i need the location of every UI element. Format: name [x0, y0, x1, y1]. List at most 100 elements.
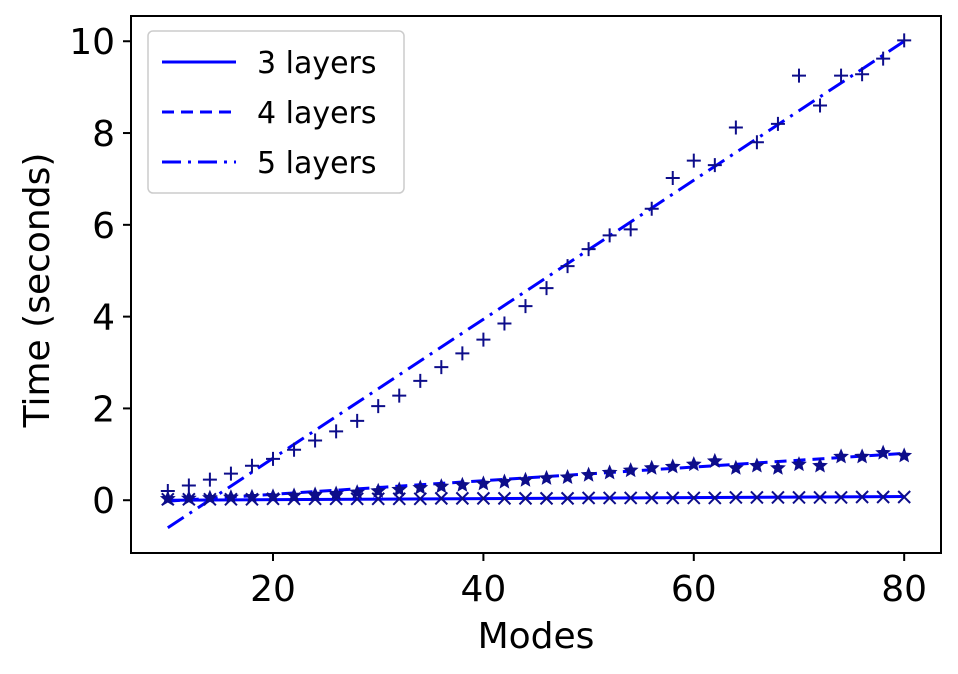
data-point-star-marker [202, 489, 218, 505]
y-tick-label: 8 [92, 114, 115, 155]
data-point-x-marker [708, 491, 722, 505]
data-point-star-marker [244, 488, 260, 504]
data-point-plus-marker [308, 433, 323, 448]
data-point-star-marker [875, 444, 892, 460]
data-point-star-marker [791, 456, 807, 472]
x-axis: 20 40 60 80 [250, 553, 927, 610]
data-point-x-marker [329, 492, 343, 506]
y-tick-label: 2 [92, 389, 115, 430]
data-point-plus-marker [244, 458, 259, 473]
data-point-plus-marker [202, 472, 217, 487]
data-point-x-marker [771, 490, 785, 505]
data-point-star-marker [770, 459, 786, 475]
data-point-plus-marker [223, 466, 238, 481]
data-point-plus-marker [518, 299, 533, 314]
data-point-plus-marker [371, 399, 386, 414]
fit-line-5-layers [166, 39, 906, 530]
legend-label: 4 layers [257, 96, 377, 131]
data-point-star-marker [433, 478, 450, 494]
data-point-plus-marker [560, 259, 575, 274]
data-point-x-marker [581, 491, 596, 505]
data-point-plus-marker [160, 484, 175, 499]
data-point-star-marker [307, 486, 323, 502]
data-point-plus-marker [413, 373, 428, 388]
data-point-star-marker [812, 457, 828, 473]
data-point-x-marker [350, 492, 364, 506]
data-point-plus-marker [728, 120, 743, 135]
data-point-plus-marker [497, 316, 512, 331]
x-tick-label: 80 [881, 569, 927, 610]
legend-frame [147, 30, 405, 194]
data-point-plus-marker [434, 360, 449, 375]
y-axis-label: Time (seconds) [17, 153, 58, 429]
data-point-x-marker [813, 490, 827, 505]
data-point-star-marker [475, 475, 492, 491]
data-point-star-marker [265, 488, 281, 504]
data-point-x-marker [729, 490, 743, 505]
data-point-star-marker [749, 457, 765, 473]
legend-label: 3 layers [257, 46, 377, 81]
data-point-x-marker [434, 491, 449, 506]
data-point-plus-marker [770, 116, 785, 131]
data-point-star-marker [223, 489, 239, 505]
data-point-star-marker [727, 459, 744, 475]
data-point-x-marker [518, 491, 533, 506]
markers [159, 33, 913, 507]
data-point-plus-marker [897, 33, 912, 48]
data-point-star-marker [159, 490, 176, 506]
y-tick-label: 10 [69, 22, 115, 63]
data-point-star-marker [391, 481, 408, 497]
data-point-x-marker [413, 492, 427, 506]
data-point-plus-marker [581, 242, 596, 257]
data-point-star-marker [622, 462, 639, 478]
data-point-plus-marker [707, 158, 722, 173]
data-point-plus-marker [876, 51, 891, 66]
data-point-x-marker [539, 491, 554, 506]
data-point-star-marker [643, 459, 660, 475]
data-point-plus-marker [602, 228, 617, 243]
data-point-plus-marker [266, 451, 281, 466]
data-point-star-marker [706, 452, 723, 468]
x-axis-label: Modes [478, 616, 595, 657]
data-point-x-marker [792, 490, 806, 505]
data-point-x-marker [455, 491, 470, 506]
data-point-star-marker [496, 473, 513, 489]
data-point-x-marker [602, 491, 617, 505]
data-point-star-marker [412, 479, 429, 495]
data-point-star-marker [580, 466, 597, 482]
data-point-plus-marker [181, 478, 196, 493]
data-point-plus-marker [855, 67, 870, 82]
data-point-star-marker [180, 490, 197, 506]
data-point-x-marker [750, 490, 764, 505]
data-point-x-marker [687, 491, 701, 505]
data-point-x-marker [834, 490, 848, 505]
legend-label: 5 layers [257, 146, 377, 181]
data-point-star-marker [517, 471, 534, 487]
y-tick-label: 6 [92, 206, 115, 247]
y-tick-label: 0 [92, 481, 115, 522]
data-point-x-marker [855, 490, 869, 504]
data-point-x-marker [560, 491, 575, 506]
data-point-star-marker [454, 476, 471, 492]
data-point-star-marker [328, 485, 345, 501]
data-point-plus-marker [329, 424, 344, 439]
data-point-star-marker [559, 468, 576, 484]
data-point-plus-marker [686, 153, 701, 168]
data-point-x-marker [876, 490, 890, 504]
data-point-plus-marker [476, 332, 491, 347]
y-axis: 0 2 4 6 8 10 [69, 22, 131, 522]
data-point-plus-marker [791, 68, 806, 83]
x-tick-label: 20 [250, 569, 296, 610]
data-point-plus-marker [287, 442, 302, 457]
data-point-star-marker [601, 464, 618, 480]
data-point-plus-marker [350, 413, 365, 428]
data-point-x-marker [623, 491, 638, 505]
data-point-plus-marker [749, 135, 764, 150]
data-point-star-marker [370, 482, 387, 498]
data-point-x-marker [666, 491, 680, 505]
data-point-plus-marker [539, 281, 554, 296]
data-point-star-marker [286, 487, 302, 503]
data-point-star-marker [664, 458, 681, 474]
x-tick-label: 40 [460, 569, 506, 610]
data-point-star-marker [685, 456, 702, 472]
